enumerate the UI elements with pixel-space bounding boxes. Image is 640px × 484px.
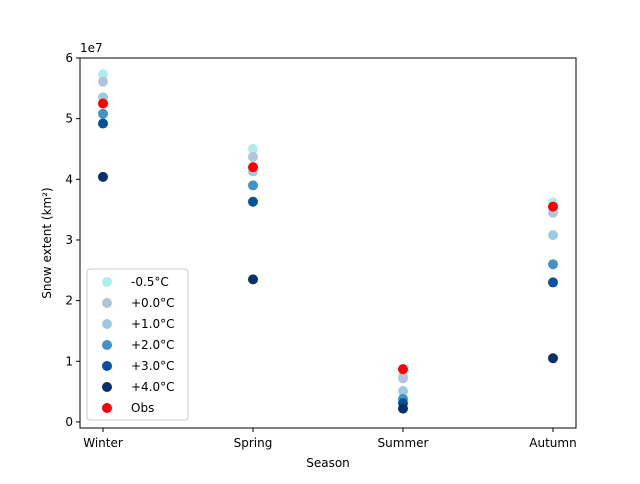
point-series-4-winter — [98, 118, 108, 129]
y-tick-label-1: 1 — [65, 354, 73, 368]
y-tick-label-4: 4 — [65, 172, 73, 186]
point-series-1-winter — [98, 76, 108, 87]
point-series-6-summer — [398, 364, 408, 375]
legend-marker-3 — [102, 340, 112, 350]
x-tick-label-autumn: Autumn — [529, 436, 576, 450]
point-series-5-autumn — [548, 353, 558, 364]
point-series-5-summer — [398, 403, 408, 414]
x-tick-label-summer: Summer — [378, 436, 429, 450]
point-series-6-autumn — [548, 201, 558, 212]
point-series-0-spring — [248, 143, 258, 154]
legend-label-4: +3.0°C — [131, 359, 175, 373]
y-tick-label-5: 5 — [65, 112, 73, 126]
point-series-0-winter — [98, 69, 108, 80]
point-series-3-autumn — [548, 259, 558, 270]
legend-label-3: +2.0°C — [131, 338, 175, 352]
point-series-4-spring — [248, 196, 258, 207]
y-tick-label-2: 2 — [65, 294, 73, 308]
x-tick-label-spring: Spring — [234, 436, 273, 450]
y-axis-label: Snow extent (km²) — [40, 187, 54, 299]
plot-frame — [79, 57, 577, 429]
legend-marker-5 — [102, 382, 112, 392]
legend-marker-6 — [102, 403, 112, 413]
point-series-6-winter — [98, 98, 108, 109]
y-tick-label-0: 0 — [65, 415, 73, 429]
point-series-6-spring — [248, 162, 258, 173]
y-offset-label: 1e7 — [80, 41, 103, 55]
legend-label-1: +0.0°C — [131, 296, 175, 310]
legend: -0.5°C +0.0°C +1.0°C +2.0°C +3.0°C +4.0°C Obs — [86, 268, 189, 421]
x-axis-label: Season — [306, 456, 350, 470]
legend-box — [86, 268, 189, 421]
legend-label-5: +4.0°C — [131, 380, 175, 394]
legend-marker-2 — [102, 319, 112, 329]
y-tick-label-3: 3 — [65, 233, 73, 247]
point-series-2-summer — [398, 386, 408, 396]
legend-marker-0 — [102, 277, 112, 287]
point-series-1-spring — [248, 151, 258, 162]
point-series-5-winter — [98, 171, 108, 182]
point-series-3-winter — [98, 108, 108, 119]
x-tick-label-winter: Winter — [83, 436, 123, 450]
y-axis: 0 1 2 3 4 5 6 — [65, 51, 80, 429]
point-series-2-autumn — [548, 230, 558, 241]
point-series-3-spring — [248, 180, 258, 191]
point-series-5-spring — [248, 274, 258, 285]
legend-label-0: -0.5°C — [131, 275, 169, 289]
x-axis: Winter Spring Summer Autumn — [83, 428, 577, 450]
y-tick-label-6: 6 — [65, 51, 73, 65]
point-series-1-summer — [398, 373, 408, 384]
legend-label-6: Obs — [131, 401, 154, 415]
point-series-4-autumn — [548, 277, 558, 288]
data-points — [98, 69, 558, 414]
legend-label-2: +1.0°C — [131, 317, 175, 331]
legend-marker-1 — [102, 298, 112, 308]
legend-marker-4 — [102, 361, 112, 371]
